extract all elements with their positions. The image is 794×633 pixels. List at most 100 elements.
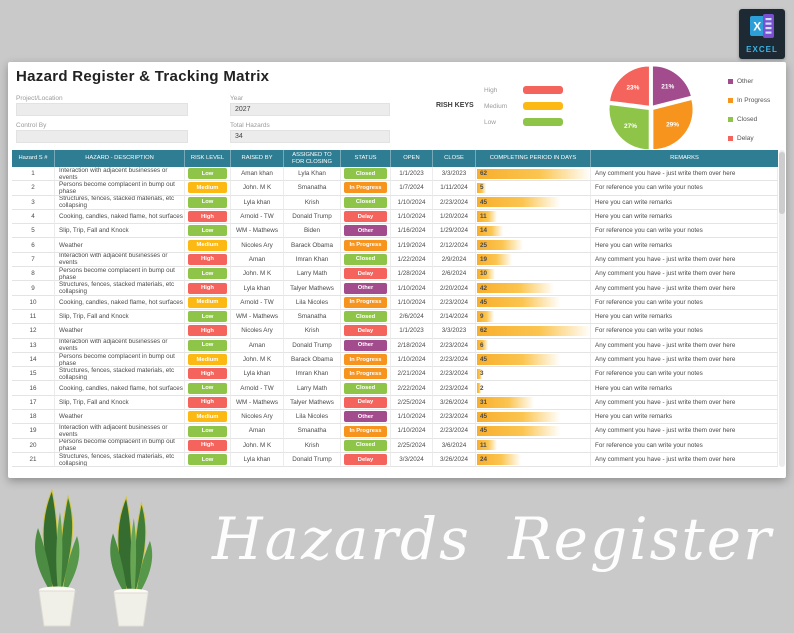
remarks-cell[interactable]: Here you can write remarks [591,209,778,225]
status-cell[interactable]: Closed [341,167,391,182]
raised-by-cell[interactable]: WM - Mathews [231,309,284,325]
status-chip[interactable]: Delay [344,325,387,337]
risk-level-chip[interactable]: Low [188,268,227,280]
risk-level-chip[interactable]: Low [188,168,227,180]
hazard-description-cell[interactable]: Persons become complacent in bump out ph… [55,438,185,453]
risk-level-cell[interactable]: Medium [185,410,231,425]
remarks-cell[interactable]: Any comment you have - just write them o… [591,395,778,411]
status-chip[interactable]: Closed [344,439,387,451]
remarks-cell[interactable]: For reference you can write your notes [591,438,778,453]
hazard-description-cell[interactable]: Persons become complacent in bump out ph… [55,352,185,368]
hazard-number-cell[interactable]: 21 [12,452,55,468]
completing-period-cell[interactable]: 11 [476,438,591,453]
close-date-cell[interactable]: 2/23/2024 [433,410,476,425]
close-date-cell[interactable]: 3/6/2024 [433,438,476,453]
completing-period-cell[interactable]: 25 [476,238,591,253]
open-date-cell[interactable]: 2/18/2024 [391,338,433,353]
open-date-cell[interactable]: 1/22/2024 [391,252,433,268]
status-cell[interactable]: Delay [341,209,391,225]
hazard-number-cell[interactable]: 12 [12,324,55,339]
raised-by-cell[interactable]: Lyla khan [231,452,284,468]
hazard-description-cell[interactable]: Structures, fences, stacked materials, e… [55,367,185,382]
hazard-description-cell[interactable]: Persons become complacent in bump out ph… [55,181,185,196]
status-chip[interactable]: Other [344,411,387,423]
open-date-cell[interactable]: 2/6/2024 [391,309,433,325]
open-date-cell[interactable]: 1/16/2024 [391,224,433,239]
risk-level-chip[interactable]: High [188,368,227,380]
raised-by-cell[interactable]: John. M K [231,267,284,282]
close-date-cell[interactable]: 3/3/2023 [433,324,476,339]
remarks-cell[interactable]: For reference you can write your notes [591,324,778,339]
risk-level-cell[interactable]: Low [185,167,231,182]
control-by-input[interactable] [16,130,188,143]
completing-period-cell[interactable]: 45 [476,424,591,439]
raised-by-cell[interactable]: Nicoles Ary [231,324,284,339]
raised-by-cell[interactable]: Aman [231,338,284,353]
assigned-to-cell[interactable]: Biden [284,224,341,239]
status-cell[interactable]: Delay [341,324,391,339]
open-date-cell[interactable]: 1/10/2024 [391,295,433,310]
risk-level-cell[interactable]: High [185,367,231,382]
status-chip[interactable]: In Progress [344,296,387,308]
completing-period-cell[interactable]: 14 [476,224,591,239]
open-date-cell[interactable]: 2/25/2024 [391,395,433,411]
assigned-to-cell[interactable]: Imran Khan [284,367,341,382]
close-date-cell[interactable]: 2/20/2024 [433,281,476,296]
assigned-to-cell[interactable]: Krish [284,438,341,453]
hazard-number-cell[interactable]: 20 [12,438,55,453]
close-date-cell[interactable]: 2/23/2024 [433,195,476,210]
assigned-to-cell[interactable]: Donald Trump [284,452,341,468]
risk-level-chip[interactable]: Medium [188,239,227,251]
hazard-description-cell[interactable]: Persons become complacent in bump out ph… [55,267,185,282]
total-hazards-value[interactable]: 34 [230,130,390,143]
open-date-cell[interactable]: 1/10/2024 [391,410,433,425]
risk-level-cell[interactable]: Low [185,195,231,210]
completing-period-cell[interactable]: 19 [476,252,591,268]
open-date-cell[interactable]: 2/22/2024 [391,381,433,396]
completing-period-cell[interactable]: 10 [476,267,591,282]
risk-level-chip[interactable]: Medium [188,411,227,423]
open-date-cell[interactable]: 1/28/2024 [391,267,433,282]
completing-period-cell[interactable]: 45 [476,195,591,210]
hazard-description-cell[interactable]: Interaction with adjacent businesses or … [55,338,185,353]
hazard-number-cell[interactable]: 15 [12,367,55,382]
risk-level-cell[interactable]: Medium [185,238,231,253]
hazard-description-cell[interactable]: Weather [55,410,185,425]
risk-level-chip[interactable]: High [188,211,227,223]
raised-by-cell[interactable]: Lyla khan [231,281,284,296]
raised-by-cell[interactable]: Arnold - TW [231,209,284,225]
remarks-cell[interactable]: For reference you can write your notes [591,181,778,196]
status-chip[interactable]: In Progress [344,354,387,366]
remarks-cell[interactable]: Here you can write remarks [591,309,778,325]
risk-level-chip[interactable]: Low [188,382,227,394]
status-chip[interactable]: In Progress [344,368,387,380]
close-date-cell[interactable]: 2/6/2024 [433,267,476,282]
risk-level-cell[interactable]: High [185,252,231,268]
remarks-cell[interactable]: Here you can write remarks [591,410,778,425]
assigned-to-cell[interactable]: Larry Math [284,381,341,396]
risk-level-cell[interactable]: Medium [185,181,231,196]
risk-level-chip[interactable]: High [188,253,227,265]
hazard-description-cell[interactable]: Cooking, candles, naked flame, hot surfa… [55,209,185,225]
risk-level-cell[interactable]: Low [185,309,231,325]
raised-by-cell[interactable]: Aman [231,252,284,268]
remarks-cell[interactable]: Any comment you have - just write them o… [591,452,778,468]
hazard-description-cell[interactable]: Slip, Trip, Fall and Knock [55,395,185,411]
completing-period-cell[interactable]: 42 [476,281,591,296]
close-date-cell[interactable]: 3/26/2024 [433,395,476,411]
remarks-cell[interactable]: Any comment you have - just write them o… [591,352,778,368]
hazard-number-cell[interactable]: 19 [12,424,55,439]
status-cell[interactable]: In Progress [341,238,391,253]
assigned-to-cell[interactable]: Talyer Mathews [284,281,341,296]
risk-level-cell[interactable]: Low [185,338,231,353]
status-chip[interactable]: In Progress [344,239,387,251]
hazard-number-cell[interactable]: 5 [12,224,55,239]
completing-period-cell[interactable]: 24 [476,452,591,468]
status-chip[interactable]: In Progress [344,425,387,437]
open-date-cell[interactable]: 1/10/2024 [391,195,433,210]
status-chip[interactable]: In Progress [344,182,387,194]
raised-by-cell[interactable]: John. M K [231,352,284,368]
risk-level-chip[interactable]: Low [188,196,227,208]
risk-level-chip[interactable]: Medium [188,182,227,194]
completing-period-cell[interactable]: 62 [476,167,591,182]
